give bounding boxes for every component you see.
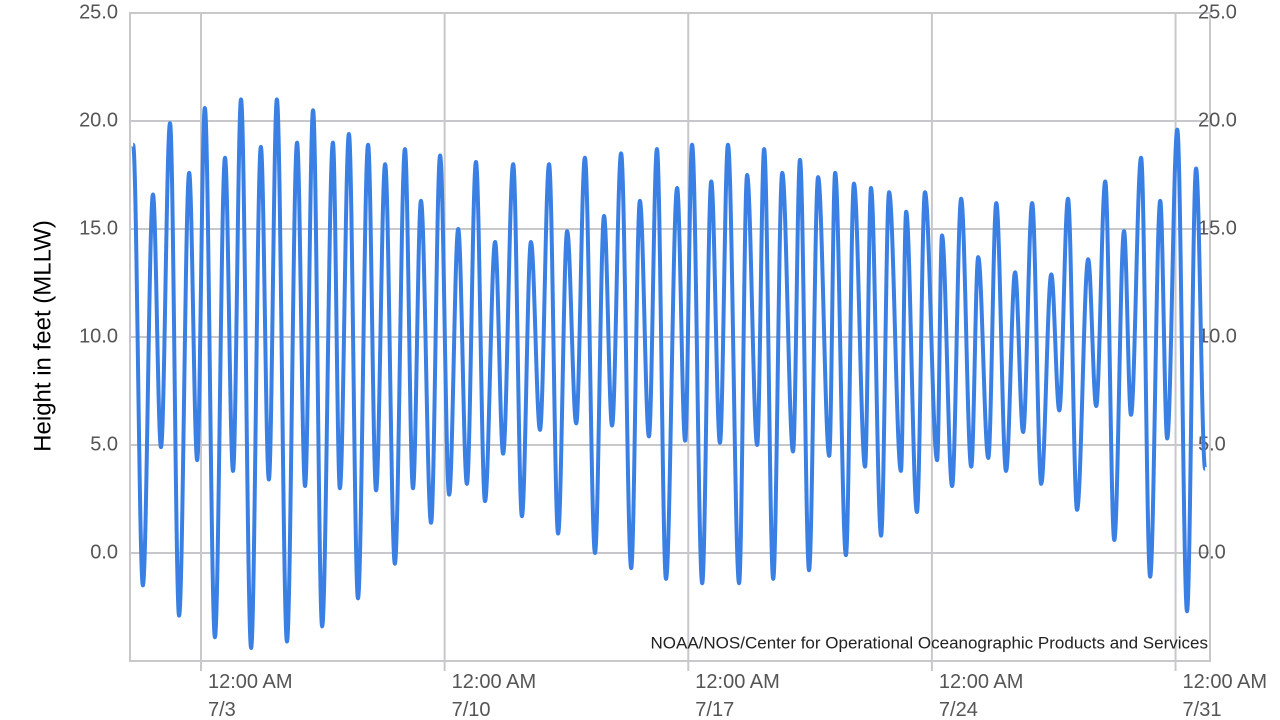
y-tick-label: 20.0 — [79, 109, 118, 131]
y2-tick-label: 25.0 — [1198, 1, 1237, 23]
y-tick-label: 25.0 — [79, 1, 118, 23]
y-tick-label: 10.0 — [79, 325, 118, 347]
x-tick-label: 12:00 AM 7/10 — [451, 671, 537, 720]
y-tick-label: 0.0 — [90, 541, 118, 563]
y-axis-label: Height in feet (MLLW) — [29, 220, 56, 452]
y-tick-label: 5.0 — [90, 433, 118, 455]
y-tick-label: 15.0 — [79, 217, 118, 239]
source-credit: NOAA/NOS/Center for Operational Oceanogr… — [651, 633, 1209, 652]
tide-line — [131, 97, 1208, 651]
y2-tick-label: 10.0 — [1198, 325, 1237, 347]
x-tick-label: 12:00 AM 7/24 — [938, 671, 1024, 720]
x-tick-label: 12:00 AM 7/17 — [695, 671, 780, 720]
x-tick-label: 12:00 AM 7/3 — [208, 671, 293, 720]
y2-tick-label: 20.0 — [1198, 109, 1237, 131]
y2-tick-label: 0.0 — [1198, 541, 1226, 563]
y2-tick-label: 15.0 — [1198, 217, 1237, 239]
x-tick-label: 12:00 AM 7/31 — [1182, 671, 1268, 720]
